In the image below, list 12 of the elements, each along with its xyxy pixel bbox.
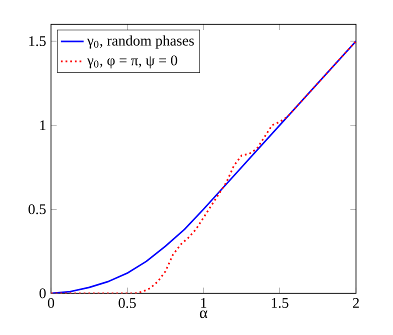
x-tick-label: 0.5 <box>118 298 136 308</box>
y-tick-label: 0 <box>40 288 46 298</box>
y-tick-label: 1.5 <box>29 36 46 46</box>
x-tick-label: 2 <box>352 298 359 308</box>
legend-label: γ$_{0}$, random phases <box>87 35 194 49</box>
y-tick-label: 1 <box>40 120 46 130</box>
x-axis-title: α <box>200 310 208 318</box>
x-tick-label: 0 <box>48 298 54 308</box>
legend-label: γ$_{0}$, φ = π, ψ = 0 <box>87 55 178 68</box>
y-tick-label: 0.5 <box>28 204 46 214</box>
x-tick-label: 1.5 <box>272 298 288 308</box>
x-tick-label: 1 <box>201 298 206 308</box>
